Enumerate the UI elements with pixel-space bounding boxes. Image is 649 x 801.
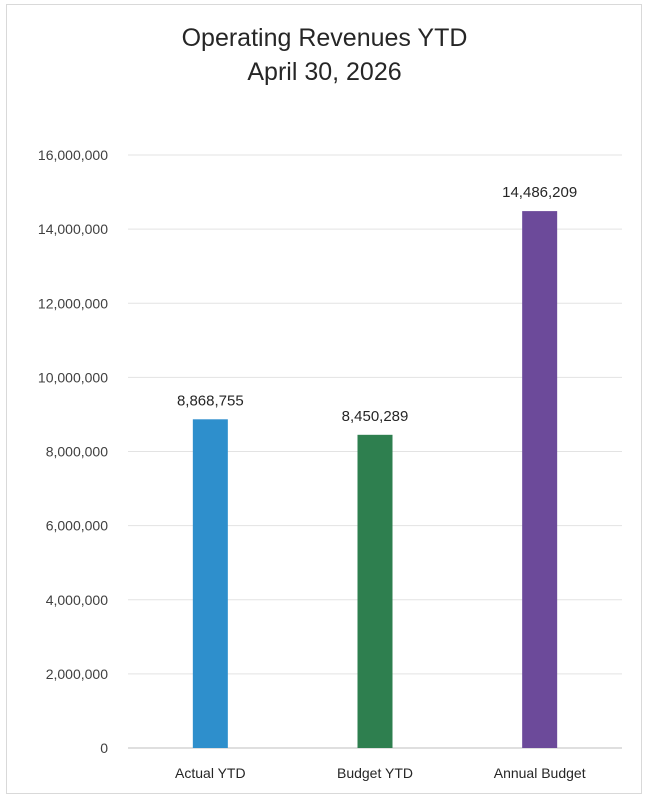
- y-tick-label: 10,000,000: [38, 369, 108, 385]
- y-tick-label: 12,000,000: [38, 295, 108, 311]
- data-label: 8,868,755: [177, 392, 244, 409]
- chart-title: Operating Revenues YTD: [181, 24, 468, 52]
- data-label: 14,486,209: [502, 184, 577, 201]
- y-tick-label: 8,000,000: [46, 444, 108, 460]
- data-label: 8,450,289: [342, 408, 409, 425]
- x-category-label: Actual YTD: [175, 765, 246, 781]
- y-tick-label: 14,000,000: [38, 221, 108, 237]
- y-tick-label: 16,000,000: [38, 147, 108, 163]
- y-tick-label: 4,000,000: [46, 592, 108, 608]
- bar: [522, 211, 558, 749]
- y-tick-label: 0: [100, 740, 108, 756]
- x-category-label: Annual Budget: [494, 765, 586, 781]
- x-category-label: Budget YTD: [337, 765, 413, 781]
- bar: [357, 434, 393, 748]
- chart-subtitle: April 30, 2026: [247, 58, 402, 86]
- y-tick-label: 6,000,000: [46, 518, 108, 534]
- bar: [192, 419, 228, 748]
- y-tick-label: 2,000,000: [46, 666, 108, 682]
